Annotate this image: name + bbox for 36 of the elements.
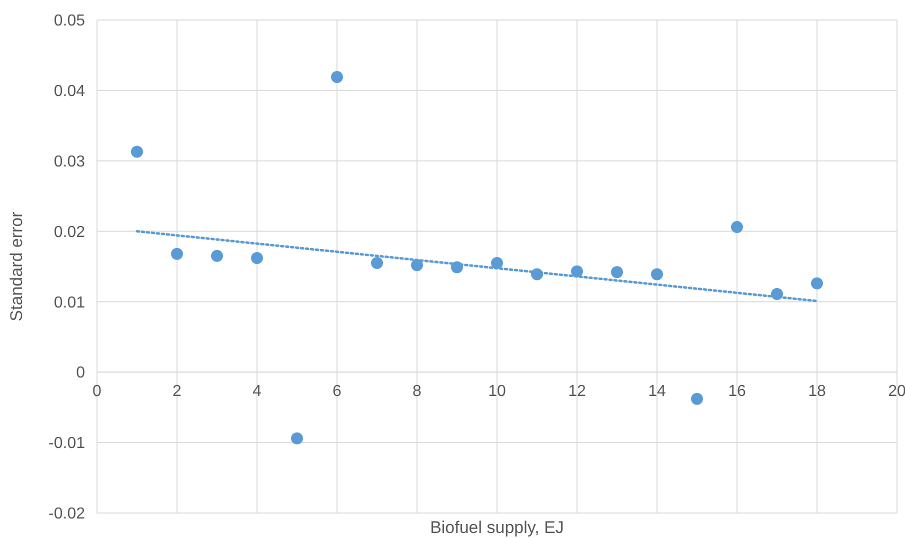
y-tick-label: -0.02 — [48, 506, 86, 523]
y-tick-label: 0.02 — [54, 224, 86, 241]
point — [811, 277, 823, 290]
x-tick-label: 20 — [888, 383, 905, 400]
y-axis-title: Standard error — [7, 211, 26, 322]
x-tick-label: 10 — [488, 383, 506, 400]
point — [371, 256, 383, 269]
x-tick-label: 12 — [568, 383, 586, 400]
x-tick-label: 6 — [332, 383, 342, 400]
point — [211, 250, 223, 262]
y-tick-label: -0.01 — [48, 435, 86, 452]
point — [611, 266, 623, 278]
y-tick-label: 0 — [76, 364, 86, 382]
x-axis-title: Biofuel supply, EJ — [430, 518, 564, 537]
x-tick-label: 18 — [808, 383, 826, 400]
point — [731, 221, 743, 234]
point — [491, 256, 503, 269]
point — [331, 71, 343, 84]
y-tick-label: 0.04 — [54, 83, 86, 100]
point — [651, 268, 663, 280]
y-tick-label: 0.05 — [54, 12, 86, 30]
x-tick-label: 14 — [648, 383, 666, 400]
point — [131, 146, 143, 158]
x-tick-label: 2 — [172, 383, 182, 400]
point — [171, 248, 183, 260]
x-tick-label: 8 — [412, 383, 422, 400]
point — [571, 265, 583, 278]
point — [291, 432, 303, 444]
x-tick-label: 0 — [92, 383, 102, 400]
y-tick-label: 0.01 — [54, 294, 86, 312]
point — [411, 259, 423, 272]
point — [691, 392, 703, 405]
x-tick-label: 4 — [252, 383, 262, 400]
point — [251, 252, 263, 264]
y-tick-label: 0.03 — [54, 153, 86, 170]
x-tick-label: 16 — [728, 383, 746, 400]
